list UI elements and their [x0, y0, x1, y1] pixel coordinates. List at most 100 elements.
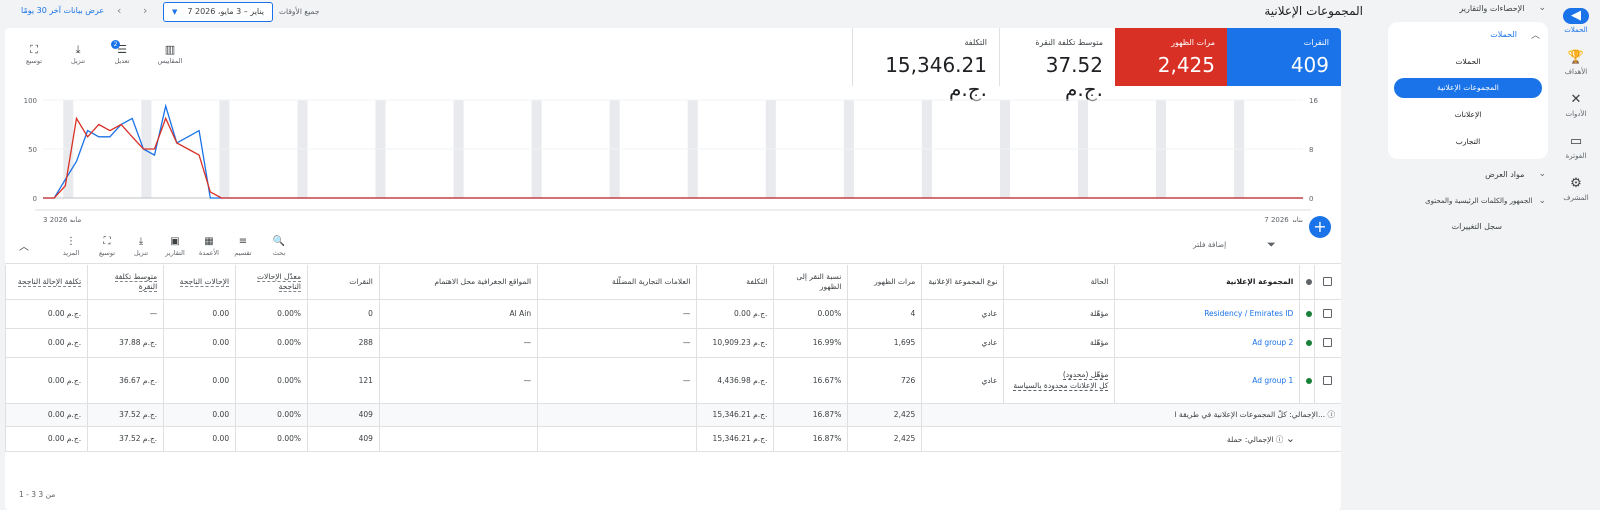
table-cell[interactable]: Ad group 2 — [1114, 328, 1300, 358]
ad-group-link[interactable]: Ad group 2 — [1252, 338, 1294, 347]
ad-group-link[interactable]: Residency / Emirates ID — [1204, 309, 1294, 318]
select-all-checkbox[interactable] — [1323, 277, 1333, 287]
column-header[interactable]: النقرات — [307, 265, 380, 300]
nav-campaigns-header[interactable]: الحملات ︿ — [1390, 28, 1540, 41]
tool-label: التقارير — [165, 249, 185, 257]
add-filter-button[interactable]: إضافة فلتر — [1193, 240, 1227, 249]
reports-table-button[interactable]: ▣ التقارير — [161, 236, 189, 257]
cell-value: 0.00% — [277, 338, 301, 347]
admin-icon: ⚙ — [1570, 176, 1582, 191]
expand-chevron-icon[interactable]: ⌄ — [1285, 432, 1295, 445]
table-cell[interactable]: Ad group 1 — [1114, 357, 1300, 404]
column-header[interactable]: التكلفة — [696, 265, 774, 300]
cell-value: — — [523, 338, 532, 347]
row-checkbox[interactable] — [1323, 309, 1333, 319]
expand-table-button[interactable]: ⛶ توسيع — [93, 236, 121, 257]
table-cell: 1,695 — [847, 328, 922, 358]
kpi-tile[interactable]: النقرات 409 — [1227, 28, 1341, 86]
column-header[interactable]: نوع المجموعة الإعلانية — [921, 265, 1004, 300]
row-checkbox[interactable] — [1323, 375, 1333, 385]
cell-value: 36.67 ج.م. — [119, 375, 158, 385]
table-row[interactable]: 0.00 ج.م. — 0.00 0.00% 0 Al Ain — 0.00 ج.م. 0.00… — [5, 299, 1341, 329]
nav-reports[interactable]: الإحصاءات والتقارير ⌄ — [1396, 3, 1546, 13]
table-cell: 4 — [847, 299, 922, 329]
rail-label: الأدوات — [1565, 110, 1587, 118]
nav-sub-experiments[interactable]: التجارب — [1455, 137, 1481, 146]
column-header[interactable]: معدّل الإحالات الناجحة — [235, 265, 308, 300]
nav-sub-campaigns[interactable]: الحملات — [1455, 57, 1481, 66]
totals-cell: 409 — [307, 403, 380, 427]
rail-item-campaigns[interactable]: ◀ الحملات — [1552, 8, 1600, 34]
x-axis-end-label: 3 مايو 2026 — [43, 216, 81, 222]
totals-cell: 16.87% — [773, 426, 848, 452]
cell-value: — — [523, 375, 532, 385]
totals-row: 0.00 ج.م. 37.52 ج.م. 0.00 0.00% 409 15,346.21… — [5, 403, 1341, 427]
kpi-tile[interactable]: التكلفة 15,346.21 ج.م. — [852, 28, 999, 101]
help-icon[interactable]: ⓘ — [1325, 410, 1335, 419]
row-select-cell[interactable] — [1313, 299, 1341, 329]
expand-chart-button[interactable]: ⛶ توسيع — [19, 43, 49, 65]
table-toolbar: ⏷ إضافة فلتر 🔍 بحث ≡ تقسيم ▦ الأعمدة ▣ التقارير… — [5, 228, 1341, 264]
nav-assets[interactable]: مواد العرض ⌄ — [1396, 169, 1546, 179]
row-select-cell[interactable] — [1313, 357, 1341, 404]
table-cell: Al Ain — [378, 299, 538, 329]
cell-value: — — [682, 338, 691, 347]
rail-item-tools[interactable]: ✕ الأدوات — [1552, 92, 1600, 118]
kpi-value: 15,346.21 ج.م. — [885, 53, 987, 101]
add-button[interactable]: + — [1309, 216, 1331, 238]
nav-sub-ads[interactable]: الإعلانات — [1454, 110, 1482, 119]
tools-icon: ✕ — [1570, 92, 1582, 107]
column-header[interactable]: متوسط تكلفة النقرة — [87, 265, 164, 300]
nav-change-history[interactable]: سجل التغييرات — [1402, 222, 1502, 231]
kpi-tile[interactable]: متوسط تكلفة النقرة 37.52 ج.م. — [999, 28, 1115, 101]
nav-audiences-label: الجمهور والكلمات الرئيسية والمحتوى — [1425, 197, 1533, 205]
search-icon: 🔍 — [272, 236, 286, 247]
prev-period-icon[interactable]: ‹ — [117, 4, 122, 17]
nav-sub-ad-groups[interactable]: المجموعات الإعلانية — [1394, 78, 1542, 98]
cell-value: 16.67% — [812, 375, 842, 385]
filter-icon[interactable]: ⏷ — [1267, 238, 1276, 251]
show-last-30-days-link[interactable]: عرض بيانات آخر 30 يومًا — [21, 6, 105, 15]
rail-item-admin[interactable]: ⚙ المشرف — [1552, 176, 1600, 202]
date-range-picker[interactable]: ▼ 7 يناير – 3 مايو، 2026 — [163, 2, 273, 22]
column-header[interactable]: الحالة — [1003, 265, 1115, 300]
adjust-chart-button[interactable]: ☰ تعديل 2 — [107, 40, 137, 65]
metrics-chart-button[interactable]: ▥ المقاييس — [155, 43, 185, 65]
row-select-cell[interactable] — [1313, 328, 1341, 358]
columns-icon: ▦ — [204, 236, 214, 247]
rail-item-goals[interactable]: 🏆 الأهداف — [1552, 50, 1600, 76]
nav-campaigns-header-label: الحملات — [1490, 30, 1517, 39]
ad-group-link[interactable]: Ad group 1 — [1252, 375, 1294, 385]
x-axis-start-label: 7 يناير 2026 — [1264, 216, 1303, 222]
all-time-label: جميع الأوقات — [279, 7, 320, 16]
download-chart-button[interactable]: ⤓ تنزيل — [63, 43, 93, 65]
more-table-button[interactable]: ⋮ المزيد — [57, 236, 85, 257]
segment-table-button[interactable]: ≡ تقسيم — [229, 236, 257, 257]
download-table-button[interactable]: ⤓ تنزيل — [127, 236, 155, 257]
table-cell: مؤهّلة — [1003, 299, 1115, 329]
column-header[interactable]: تكلفة الإحالة الناجحة — [5, 265, 88, 300]
help-icon[interactable]: ⓘ — [1273, 435, 1286, 444]
table-cell[interactable]: Residency / Emirates ID — [1114, 299, 1300, 329]
nav-audiences[interactable]: الجمهور والكلمات الرئيسية والمحتوى ⌄ — [1396, 196, 1546, 206]
column-header[interactable]: العلامات التجارية المضلّلة — [537, 265, 697, 300]
row-checkbox[interactable] — [1323, 338, 1333, 348]
select-all-cell[interactable] — [1313, 265, 1341, 300]
next-period-icon[interactable]: › — [143, 4, 148, 17]
column-header[interactable]: الإحالات الناجحة — [163, 265, 236, 300]
table-row[interactable]: 0.00 ج.م. 36.67 ج.م. 0.00 0.00% 121 — — 4,436.9… — [5, 357, 1341, 404]
column-header-label: المجموعة الإعلانية — [1226, 276, 1294, 286]
collapse-chevron-icon[interactable]: ︿ — [19, 242, 29, 253]
rail-item-billing[interactable]: ▭ الفوترة — [1552, 134, 1600, 160]
right-axis-tick: 16 — [1309, 97, 1318, 105]
table-cell: — — [87, 299, 164, 329]
column-header[interactable]: مرات الظهور — [847, 265, 922, 300]
column-header[interactable]: المجموعة الإعلانية — [1114, 265, 1300, 300]
column-header[interactable]: المواقع الجغرافية محل الاهتمام — [378, 265, 538, 300]
search-table-button[interactable]: 🔍 بحث — [265, 236, 293, 257]
columns-table-button[interactable]: ▦ الأعمدة — [195, 236, 223, 257]
column-header[interactable]: نسبة النقر إلى الظهور — [773, 265, 848, 300]
kpi-tile[interactable]: مرات الظهور 2,425 — [1115, 28, 1227, 86]
table-row[interactable]: 0.00 ج.م. 37.88 ج.م. 0.00 0.00% 288 — — 10,909.… — [5, 328, 1341, 358]
cell-value: مؤهّل (محدود) — [1062, 370, 1109, 380]
